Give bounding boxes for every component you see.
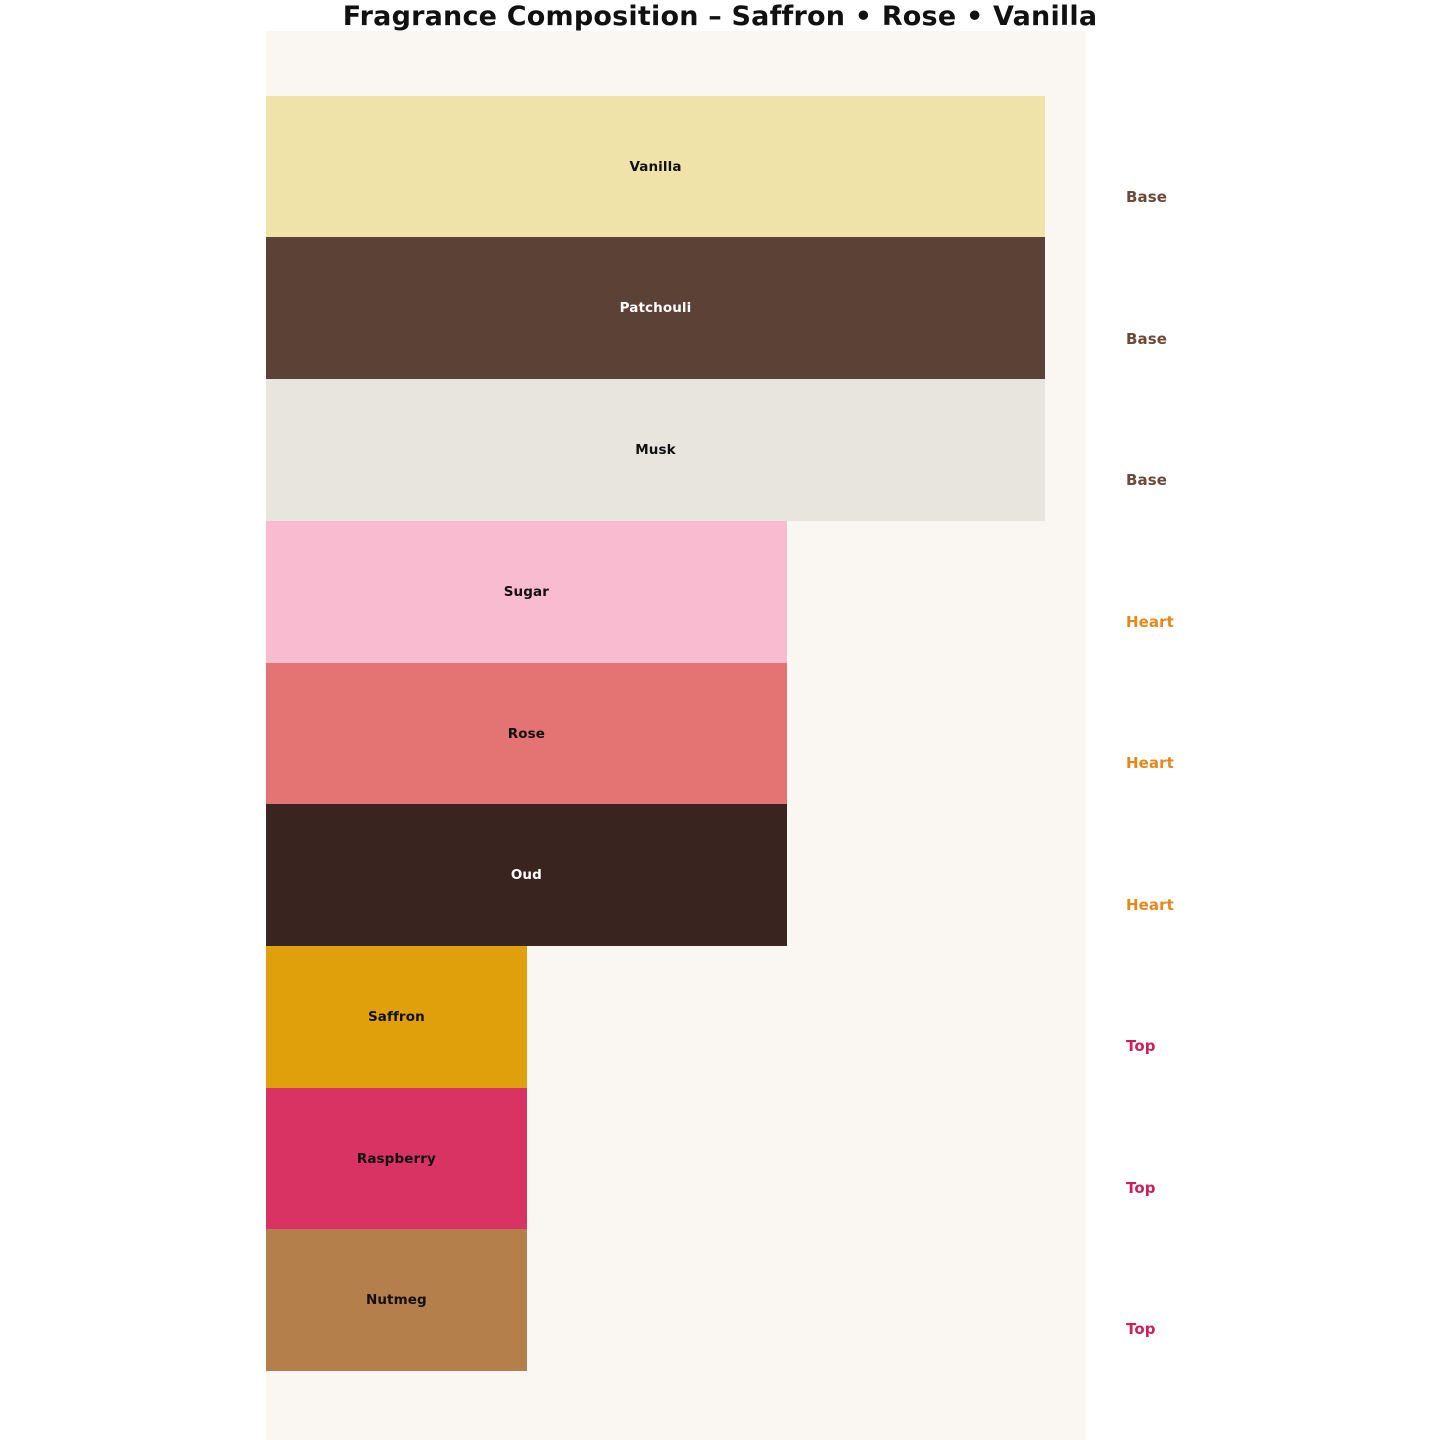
bar-label-saffron: Saffron (367, 1009, 425, 1025)
bar-label-musk: Musk (635, 442, 676, 458)
stage-label-top: Top (1126, 1320, 1156, 1338)
bar-saffron[interactable]: Saffron (266, 946, 527, 1088)
stage-label-heart: Heart (1126, 896, 1174, 914)
bar-nutmeg[interactable]: Nutmeg (266, 1229, 527, 1371)
bar-track: Nutmeg (266, 1229, 1086, 1371)
bar-track: Oud (266, 804, 1086, 946)
bar-label-patchouli: Patchouli (619, 300, 692, 316)
chart-title: Fragrance Composition – Saffron • Rose •… (342, 1, 1098, 32)
bar-label-sugar: Sugar (503, 584, 549, 600)
bar-label-raspberry: Raspberry (356, 1150, 436, 1167)
bar-track: Patchouli (266, 237, 1086, 379)
bar-label-rose: Rose (507, 725, 545, 742)
bar-track: Sugar (266, 521, 1086, 663)
stage-label-base: Base (1126, 188, 1168, 206)
bar-sugar[interactable]: Sugar (266, 521, 787, 663)
stage-label-heart: Heart (1126, 754, 1174, 772)
bar-track: Vanilla (266, 96, 1086, 237)
bar-track: Musk (266, 379, 1086, 521)
bar-raspberry[interactable]: Raspberry (266, 1088, 527, 1229)
stage-label-top: Top (1126, 1179, 1156, 1197)
bar-rose[interactable]: Rose (266, 663, 787, 804)
bar-patchouli[interactable]: Patchouli (266, 237, 1045, 379)
bar-label-nutmeg: Nutmeg (365, 1292, 427, 1308)
bar-track: Raspberry (266, 1088, 1086, 1229)
bar-musk[interactable]: Musk (266, 379, 1045, 521)
bar-label-vanilla: Vanilla (629, 158, 682, 175)
stage-label-heart: Heart (1126, 613, 1174, 631)
bar-track: Saffron (266, 946, 1086, 1088)
bar-label-oud: Oud (510, 867, 542, 883)
bar-vanilla[interactable]: Vanilla (266, 96, 1045, 237)
bar-track: Rose (266, 663, 1086, 804)
stage-label-base: Base (1126, 471, 1168, 489)
bar-oud[interactable]: Oud (266, 804, 787, 946)
stage-label-top: Top (1126, 1037, 1156, 1055)
stage-label-base: Base (1126, 330, 1168, 348)
